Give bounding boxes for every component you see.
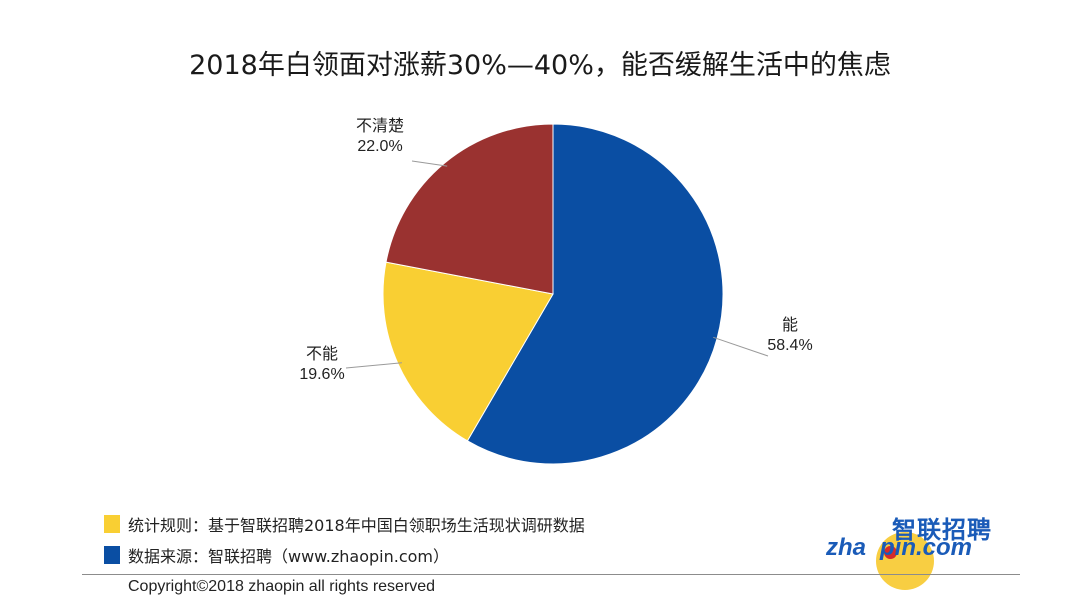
legend-item-rule: 统计规则：基于智联招聘2018年中国白领职场生活现状调研数据 (104, 513, 585, 535)
slice-label-2: 不清楚 (356, 116, 404, 135)
logo-yellow-circle (876, 532, 934, 590)
slice-value-label-0: 58.4% (767, 337, 812, 354)
legend-swatch-blue (104, 546, 120, 564)
legend-text-source: 数据来源：智联招聘（www.zhaopin.com） (128, 547, 450, 566)
pie-slice-1 (382, 261, 554, 442)
slice-label-1: 不能 (306, 344, 338, 363)
pie-slice-2 (385, 123, 554, 295)
leader-line-2 (411, 160, 448, 167)
slice-value-label-1: 19.6% (299, 366, 344, 383)
leader-line-1 (345, 362, 402, 369)
leader-line-0 (713, 336, 769, 357)
logo-chinese-text: 智联招聘 (892, 516, 992, 544)
logo-red-dot (884, 546, 897, 559)
slice-label-0: 能 (782, 315, 798, 334)
copyright-text: Copyright©2018 zhaopin all rights reserv… (128, 578, 436, 595)
legend-text-rule: 统计规则：基于智联招聘2018年中国白领职场生活现状调研数据 (128, 516, 585, 535)
legend-item-source: 数据来源：智联招聘（www.zhaopin.com） (104, 544, 449, 566)
legend-swatch-yellow (104, 515, 120, 533)
footer-divider (82, 574, 1020, 575)
logo-english-text: zha pin.com (826, 534, 973, 561)
zhaopin-logo: 智联招聘 zha pin.com (826, 508, 1006, 590)
slice-value-label-2: 22.0% (357, 138, 402, 155)
chart-title: 2018年白领面对涨薪30%—40%，能否缓解生活中的焦虑 (189, 50, 891, 81)
